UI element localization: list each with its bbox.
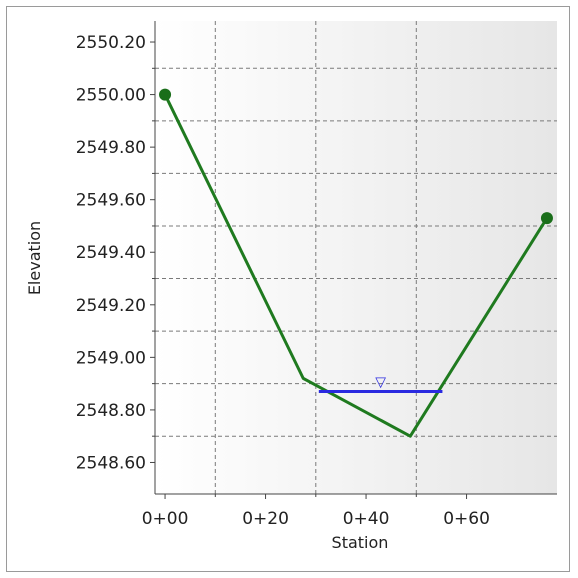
- y-tick-label: 2550.20: [76, 33, 146, 53]
- water-surface-symbol: ▽: [375, 375, 386, 391]
- x-axis-title: Station: [332, 533, 389, 552]
- endpoint-marker: [540, 212, 553, 225]
- x-tick-label: 0+20: [242, 509, 289, 529]
- x-tick-label: 0+00: [142, 509, 189, 529]
- y-tick-label: 2549.60: [76, 191, 146, 211]
- y-tick-label: 2549.80: [76, 138, 146, 158]
- x-tick-label: 0+40: [343, 509, 390, 529]
- series: [159, 88, 553, 438]
- y-tick-label: 2550.00: [76, 86, 146, 106]
- water-surface: ▽: [318, 375, 443, 394]
- y-tick-label: 2549.40: [76, 243, 146, 263]
- plot-area: [155, 21, 557, 494]
- endpoint-marker: [159, 88, 172, 101]
- x-tick-label: 0+60: [443, 509, 490, 529]
- y-tick-label: 2549.00: [76, 348, 146, 368]
- y-tick-label: 2549.20: [76, 296, 146, 316]
- y-tick-label: 2548.60: [76, 453, 146, 473]
- ground-profile-line: [163, 93, 549, 438]
- y-tick-label: 2548.80: [76, 401, 146, 421]
- axes: [154, 21, 557, 495]
- ticks: 2548.60 2548.80 2549.00 2549.20 2549.40 2549.…: [76, 33, 490, 529]
- y-axis-title: Elevation: [25, 221, 44, 295]
- grid: [155, 21, 557, 494]
